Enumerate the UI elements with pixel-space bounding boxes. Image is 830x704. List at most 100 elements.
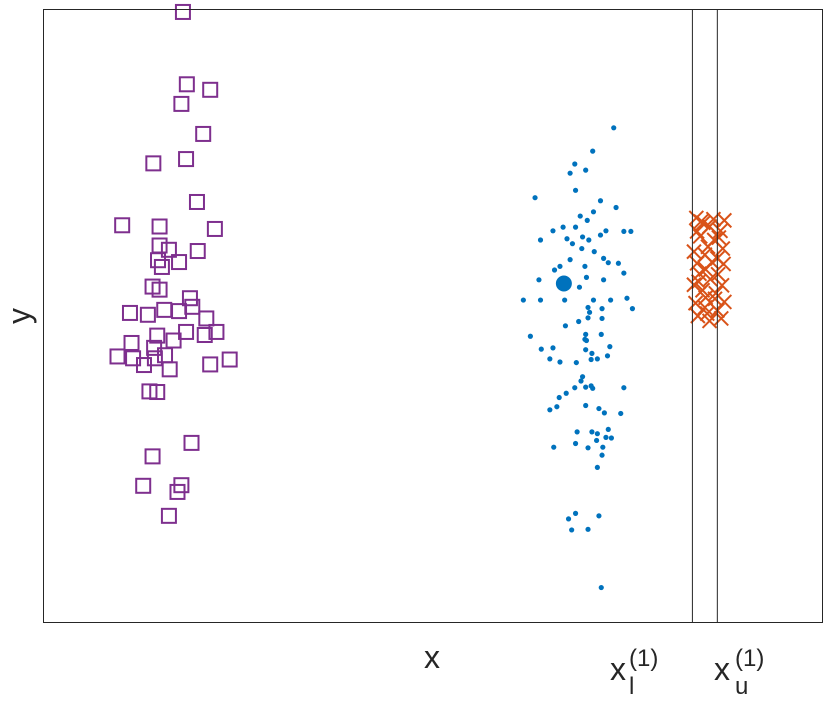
dot-marker (611, 125, 617, 131)
square-marker (151, 281, 168, 298)
dot-marker (527, 333, 533, 339)
dot-marker (599, 315, 605, 322)
square-marker (121, 304, 138, 321)
square-marker (149, 327, 166, 344)
dot-marker (583, 347, 589, 353)
dot-marker (615, 260, 622, 266)
dot-marker (520, 297, 526, 303)
dot-marker (628, 228, 634, 235)
x-marker (713, 310, 729, 327)
square-marker (198, 310, 215, 327)
dot-marker (590, 385, 596, 391)
x-marker (699, 305, 715, 322)
square-marker (160, 241, 177, 258)
dot-marker (603, 228, 609, 234)
square-marker (178, 323, 195, 340)
x-upper-label-subscript: u (735, 673, 748, 700)
dot-marker (572, 510, 579, 516)
dot-marker (560, 224, 566, 230)
square-marker (202, 356, 219, 373)
dot-marker (573, 359, 579, 366)
x-upper-label-superscript: (1) (735, 645, 764, 672)
dot-marker (578, 378, 584, 384)
dot-marker (591, 249, 597, 255)
square-marker (181, 290, 198, 307)
square-marker (206, 220, 223, 237)
square-marker (169, 483, 186, 500)
dot-marker (583, 167, 589, 173)
dot-marker (547, 407, 553, 413)
square-marker (184, 298, 201, 315)
dot-marker (579, 374, 586, 380)
square-marker (221, 351, 238, 368)
dot-marker (589, 350, 595, 356)
dot-marker (608, 435, 614, 441)
dot-marker (588, 356, 594, 363)
dot-marker (583, 402, 589, 409)
dot-marker (562, 323, 569, 329)
square-marker (149, 384, 166, 401)
dot-marker (551, 444, 557, 450)
dot-marker (550, 345, 556, 351)
square-marker (208, 323, 225, 340)
dot-marker (567, 170, 573, 176)
square-marker (153, 258, 170, 275)
square-marker (189, 243, 206, 260)
dot-marker (574, 429, 580, 435)
dot-marker (586, 237, 592, 243)
x-marker (690, 308, 706, 324)
dot-marker (550, 228, 556, 234)
x-marker (710, 266, 726, 283)
dot-marker (601, 255, 607, 261)
square-marker (171, 254, 188, 271)
dot-marker (583, 337, 590, 344)
dot-marker (556, 394, 562, 401)
dot-marker (613, 204, 619, 211)
dot-marker (596, 405, 602, 412)
square-marker (173, 95, 190, 112)
dot-marker (585, 315, 591, 321)
dot-marker (624, 295, 630, 301)
dot-marker (605, 260, 611, 266)
dot-marker (597, 198, 604, 204)
square-marker (174, 3, 191, 20)
dot-marker (563, 390, 569, 396)
x-lower-label-subscript: l (629, 673, 634, 700)
chart-marks (109, 3, 733, 591)
x-lower-label-main: x (610, 651, 626, 687)
dot-marker (584, 217, 590, 223)
square-marker (195, 125, 212, 142)
square-marker (156, 301, 173, 318)
dot-marker (572, 385, 578, 391)
dot-marker (593, 437, 600, 444)
dot-marker (599, 452, 605, 458)
square-marker (123, 334, 140, 351)
dot-marker (601, 410, 607, 416)
x-upper-label-main: x (714, 651, 730, 687)
square-marker (183, 434, 200, 451)
series-3-x (686, 210, 733, 329)
dot-marker (600, 444, 606, 450)
x-marker (715, 240, 731, 257)
series-2-dot-large (555, 275, 572, 292)
square-marker (114, 217, 131, 234)
square-marker (188, 193, 205, 210)
dot-marker (594, 464, 600, 471)
dot-marker (569, 527, 575, 533)
dot-marker (569, 241, 576, 247)
dot-marker (603, 434, 609, 440)
dot-marker (537, 297, 544, 303)
series-0-square (109, 3, 238, 524)
x-marker (702, 271, 719, 287)
square-marker (135, 357, 152, 374)
square-marker (160, 507, 177, 524)
dot-marker (598, 584, 604, 591)
dot-marker (577, 213, 583, 219)
x-marker (692, 228, 708, 245)
x-marker (700, 239, 716, 255)
dot-marker (608, 297, 614, 303)
square-marker (109, 348, 126, 365)
square-marker (144, 448, 161, 465)
square-marker (165, 332, 182, 349)
